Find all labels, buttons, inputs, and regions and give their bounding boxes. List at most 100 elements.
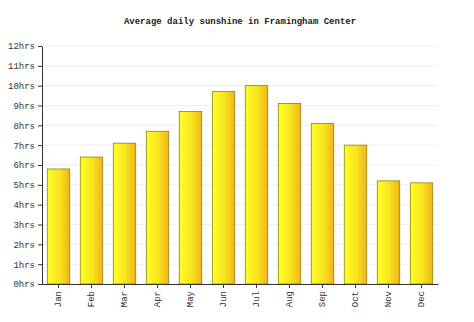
x-tick: Nov: [384, 284, 394, 307]
y-tick-mark: [38, 165, 42, 166]
y-tick-mark: [38, 244, 42, 245]
x-tick-label: Jun: [219, 291, 229, 307]
y-tick: 11hrs: [8, 62, 42, 72]
x-tick-label: Mar: [120, 291, 130, 307]
bar: [212, 92, 234, 284]
y-tick: 2hrs: [13, 241, 42, 251]
y-tick-label: 3hrs: [13, 221, 35, 231]
x-tick: Sep: [318, 284, 328, 307]
x-tick-label: May: [186, 290, 196, 307]
bars: [47, 86, 432, 284]
y-tick: 1hrs: [13, 261, 42, 271]
x-tick-mark: [388, 284, 389, 288]
y-tick: 7hrs: [13, 142, 42, 152]
x-tick-mark: [223, 284, 224, 288]
y-tick: 8hrs: [13, 122, 42, 132]
x-tick: Jan: [54, 284, 64, 307]
bar: [80, 157, 102, 284]
y-tick-label: 9hrs: [13, 102, 35, 112]
x-tick: Jul: [252, 284, 262, 307]
y-tick: 5hrs: [13, 181, 42, 191]
grid-line: [42, 105, 438, 106]
y-axis-line: [42, 47, 43, 285]
y-tick-label: 5hrs: [13, 181, 35, 191]
bar: [179, 111, 201, 284]
bar: [311, 123, 333, 284]
x-tick-label: Jul: [252, 291, 262, 307]
y-tick-label: 12hrs: [8, 42, 35, 52]
bar: [113, 143, 135, 284]
y-tick: 6hrs: [13, 161, 42, 171]
x-axis: Jan Feb Mar Apr May Jun Jul Aug Sep Oct Nov Dec: [43, 284, 439, 307]
y-tick: 3hrs: [13, 221, 42, 231]
y-tick: 12hrs: [8, 42, 42, 52]
grid-line: [42, 85, 438, 86]
x-tick-mark: [256, 284, 257, 288]
x-tick: Feb: [87, 284, 97, 307]
x-tick-label: Oct: [351, 291, 361, 307]
title: Average daily sunshine in Framingham Cen…: [124, 17, 356, 27]
y-tick-label: 4hrs: [13, 201, 35, 211]
x-tick-mark: [58, 284, 59, 288]
y-tick-mark: [38, 86, 42, 87]
bar: [47, 169, 69, 284]
y-tick-label: 0hrs: [13, 280, 35, 290]
y-tick-mark: [38, 106, 42, 107]
y-axis: 0hrs 1hrs 2hrs 3hrs 4hrs 5hrs 6hrs 7hrs 8hrs 9hrs…: [8, 42, 43, 290]
chart: 0hrs 1hrs 2hrs 3hrs 4hrs 5hrs 6hrs 7hrs 8hrs 9hrs…: [0, 0, 474, 322]
y-tick-label: 8hrs: [13, 122, 35, 132]
plot: 0hrs 1hrs 2hrs 3hrs 4hrs 5hrs 6hrs 7hrs 8hrs 9hrs…: [8, 42, 439, 307]
y-tick-mark: [38, 284, 42, 285]
bar: [278, 104, 300, 284]
bar: [377, 181, 399, 284]
x-tick-mark: [91, 284, 92, 288]
y-tick-mark: [38, 225, 42, 226]
bar: [344, 145, 366, 284]
y-tick: 0hrs: [13, 280, 42, 290]
x-tick: Apr: [153, 284, 163, 307]
x-tick-mark: [190, 284, 191, 288]
grid-line: [42, 46, 438, 47]
grid-line: [42, 145, 438, 146]
x-tick-label: Feb: [87, 291, 97, 307]
x-tick: May: [186, 284, 196, 307]
y-tick-label: 2hrs: [13, 241, 35, 251]
y-tick-label: 7hrs: [13, 142, 35, 152]
grid-line: [42, 125, 438, 126]
y-tick-mark: [38, 205, 42, 206]
y-tick-mark: [38, 125, 42, 126]
x-tick-label: Sep: [318, 291, 328, 307]
y-tick-mark: [38, 46, 42, 47]
x-tick-label: Aug: [285, 291, 295, 307]
y-tick: 9hrs: [13, 102, 42, 112]
y-tick-label: 1hrs: [13, 261, 35, 271]
grid: [42, 46, 438, 284]
bar: [410, 183, 432, 284]
y-tick: 10hrs: [8, 82, 42, 92]
bar: [245, 86, 267, 284]
x-tick-label: Dec: [417, 291, 427, 307]
x-tick-mark: [322, 284, 323, 288]
x-tick-mark: [355, 284, 356, 288]
y-tick-mark: [38, 185, 42, 186]
x-tick-label: Nov: [384, 290, 394, 307]
x-tick-label: Jan: [54, 291, 64, 307]
y-tick: 4hrs: [13, 201, 42, 211]
x-tick-mark: [157, 284, 158, 288]
x-tick: Oct: [351, 284, 361, 307]
x-tick: Dec: [417, 284, 427, 307]
x-tick: Aug: [285, 284, 295, 307]
x-tick-mark: [289, 284, 290, 288]
x-tick: Jun: [219, 284, 229, 307]
y-tick-mark: [38, 264, 42, 265]
x-tick-label: Apr: [153, 291, 163, 307]
x-tick: Mar: [120, 284, 130, 307]
x-tick-mark: [421, 284, 422, 288]
y-tick-mark: [38, 145, 42, 146]
y-tick-label: 10hrs: [8, 82, 35, 92]
y-tick-mark: [38, 66, 42, 67]
x-axis-line: [43, 284, 439, 285]
bar: [146, 131, 168, 284]
x-tick-mark: [124, 284, 125, 288]
y-tick-label: 6hrs: [13, 161, 35, 171]
